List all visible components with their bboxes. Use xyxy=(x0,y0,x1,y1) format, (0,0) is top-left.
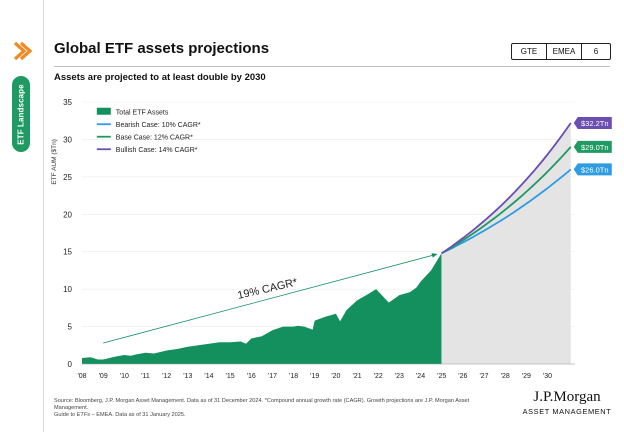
end-tag-shape xyxy=(573,116,612,129)
bullish-case-end-tag: $32.2Tn xyxy=(573,116,612,129)
x-tick-label: '16 xyxy=(247,373,256,380)
source-note: Source: Bloomberg, J.P. Morgan Asset Man… xyxy=(54,398,504,419)
badge-gte: GTE xyxy=(520,47,538,56)
y-tick-label: 0 xyxy=(68,360,73,369)
etf-landscape-tab-label: ETF Landscape xyxy=(16,83,26,145)
y-tick-label: 35 xyxy=(63,98,72,107)
region-badges: GTE EMEA 6 xyxy=(511,43,611,60)
badge-page-number: 6 xyxy=(581,44,610,59)
legend-swatch-total xyxy=(96,107,111,115)
x-tick-label: '15 xyxy=(226,373,235,380)
brand-logo: J.P.Morgan ASSET MANAGEMENT xyxy=(522,389,612,416)
base-case-line xyxy=(441,146,572,254)
x-tick-label: '23 xyxy=(395,373,404,380)
end-tag-label: $29.0Tn xyxy=(581,143,609,152)
x-tick-label: '08 xyxy=(77,373,86,380)
badge-emea: EMEA xyxy=(546,44,581,59)
title-divider xyxy=(54,66,610,67)
x-tick-label: '29 xyxy=(522,373,531,380)
y-axis-title: ETF AUM ($Tn) xyxy=(51,139,58,185)
x-tick-label: '18 xyxy=(289,373,298,380)
x-tick-label: '30 xyxy=(543,373,552,380)
x-tick-label: '22 xyxy=(374,373,383,380)
left-rail: ETF Landscape xyxy=(0,0,44,432)
bearish-case-line xyxy=(441,168,572,255)
base-case-end-tag: $29.0Tn xyxy=(573,140,612,153)
end-tag-label: $26.0Tn xyxy=(581,165,609,174)
x-tick-label: '24 xyxy=(416,373,425,380)
x-tick-label: '10 xyxy=(120,373,129,380)
bearish-case-end-tag: $26.0Tn xyxy=(573,163,612,176)
x-tick-label: '17 xyxy=(268,373,277,380)
chevron-right-icon xyxy=(13,41,33,61)
x-tick-label: '26 xyxy=(458,373,467,380)
y-tick-label: 20 xyxy=(63,210,72,219)
x-tick-label: '25 xyxy=(437,373,446,380)
x-tick-label: '20 xyxy=(331,373,340,380)
x-tick-label: '11 xyxy=(141,373,150,380)
source-line-2: Morgan Asset Management. xyxy=(54,398,470,411)
x-tick-label: '14 xyxy=(204,373,213,380)
bullish-case-line xyxy=(441,122,572,254)
source-line-1: Source: Bloomberg, J.P. Morgan Asset Man… xyxy=(54,398,434,404)
source-guide-title: ETFs xyxy=(76,412,91,418)
brand-name: J.P.Morgan xyxy=(533,389,601,405)
source-guide-suffix: – EMEA. Data as of 31 January 2025. xyxy=(90,412,186,418)
total-etf-assets-area xyxy=(82,253,442,364)
y-tick-label: 30 xyxy=(63,135,72,144)
legend-label: Base Case: 12% CAGR* xyxy=(116,135,193,142)
etf-assets-chart: 0 5 10 15 20 25 30 35 ETF AUM ($Tn) '08 '09 '10 '11 '… xyxy=(51,98,612,380)
x-tick-label: '27 xyxy=(479,373,488,380)
end-tag-shape xyxy=(573,163,612,176)
y-tick-label: 25 xyxy=(63,173,72,182)
y-tick-label: 10 xyxy=(63,285,72,294)
legend-label: Bullish Case: 14% CAGR* xyxy=(116,147,198,154)
x-tick-label: '12 xyxy=(162,373,171,380)
end-tag-shape xyxy=(573,140,612,153)
brand-subtitle: ASSET MANAGEMENT xyxy=(522,407,612,416)
source-line-3: Guide to ETFs – EMEA. Data as of 31 Janu… xyxy=(54,412,504,419)
x-tick-label: '21 xyxy=(353,373,362,380)
etf-landscape-tab[interactable]: ETF Landscape xyxy=(12,76,30,152)
x-tick-label: '28 xyxy=(501,373,510,380)
y-tick-label: 5 xyxy=(68,323,73,332)
end-tag-label: $32.2Tn xyxy=(581,119,609,128)
x-tick-label: '13 xyxy=(183,373,192,380)
cagr-trend-arrow xyxy=(103,253,438,344)
page-title: Global ETF assets projections xyxy=(54,40,270,57)
cagr-annotation: 19% CAGR* xyxy=(236,276,299,302)
x-tick-label: '19 xyxy=(310,373,319,380)
y-tick-label: 15 xyxy=(63,248,72,257)
legend-label: Bearish Case: 10% CAGR* xyxy=(116,122,201,129)
chart-subtitle: Assets are projected to at least double … xyxy=(54,72,266,83)
source-guide-prefix: Guide to xyxy=(54,412,77,418)
projection-area xyxy=(441,123,571,364)
x-tick-label: '09 xyxy=(99,373,108,380)
rail-divider xyxy=(43,0,44,432)
legend-label: Total ETF Assets xyxy=(116,110,169,117)
